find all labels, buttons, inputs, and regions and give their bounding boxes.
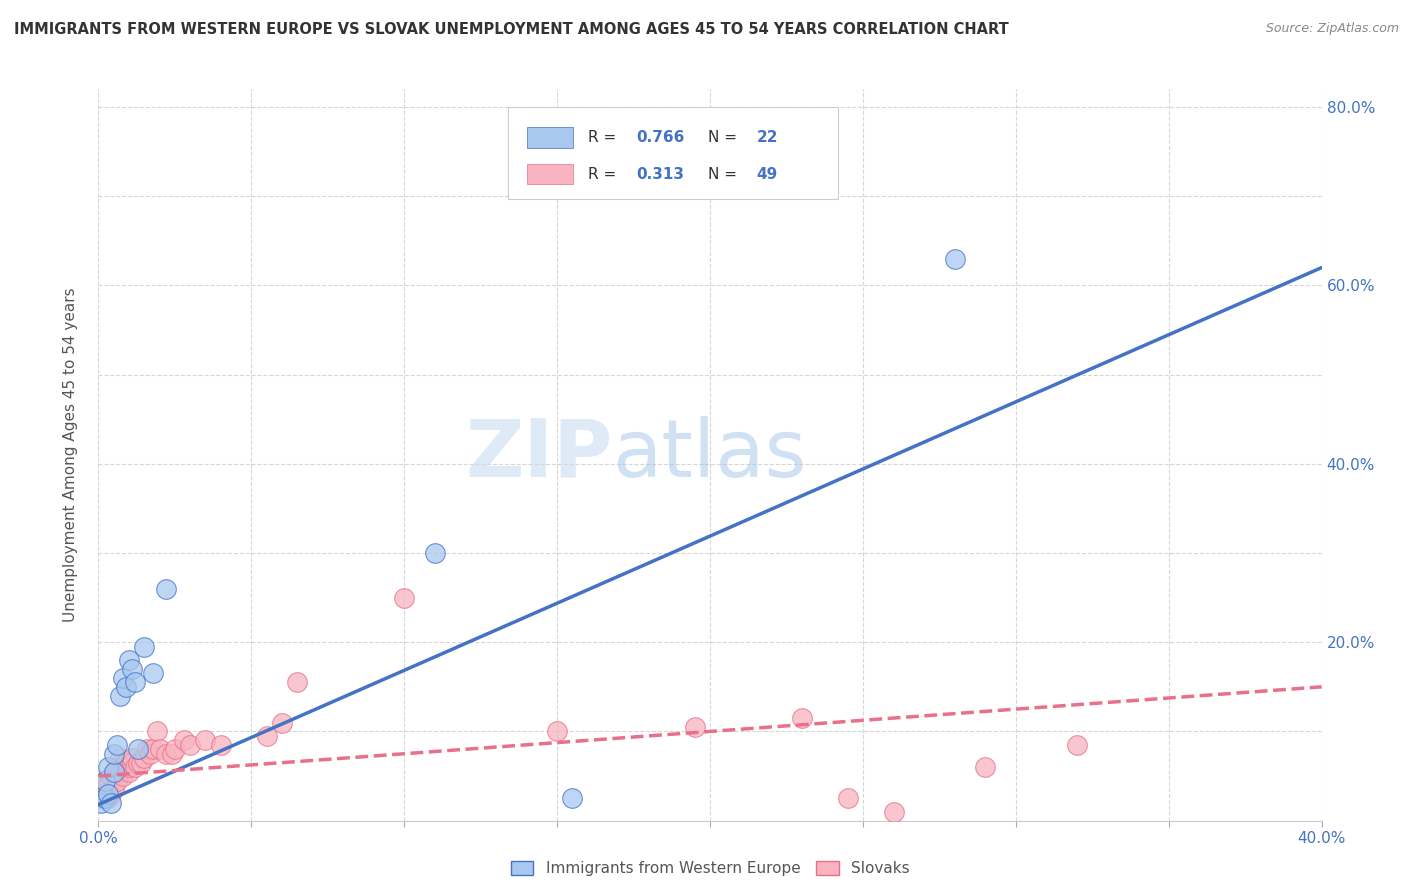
- Point: [142, 666, 165, 681]
- Point: [683, 720, 706, 734]
- Point: [97, 778, 120, 792]
- Point: [124, 675, 146, 690]
- Text: atlas: atlas: [612, 416, 807, 494]
- Text: 49: 49: [756, 167, 778, 182]
- Text: 0.766: 0.766: [637, 130, 685, 145]
- Bar: [527, 164, 574, 185]
- Point: [1066, 738, 1088, 752]
- Point: [837, 791, 859, 805]
- Point: [100, 796, 122, 810]
- Point: [134, 640, 156, 654]
- Point: [134, 751, 156, 765]
- FancyBboxPatch shape: [508, 108, 838, 199]
- Point: [103, 747, 125, 761]
- Point: [423, 546, 446, 560]
- Point: [93, 787, 115, 801]
- Point: [127, 742, 149, 756]
- Point: [111, 671, 134, 685]
- Text: 0.313: 0.313: [637, 167, 685, 182]
- Text: ZIP: ZIP: [465, 416, 612, 494]
- Point: [100, 769, 122, 783]
- Text: R =: R =: [588, 130, 621, 145]
- Text: N =: N =: [707, 130, 741, 145]
- Point: [285, 675, 308, 690]
- Point: [155, 747, 177, 761]
- Bar: [527, 128, 574, 148]
- Point: [90, 791, 112, 805]
- Point: [160, 747, 183, 761]
- Point: [121, 751, 143, 765]
- Point: [115, 756, 138, 770]
- Point: [179, 738, 201, 752]
- Point: [103, 782, 125, 797]
- Point: [139, 747, 162, 761]
- Point: [108, 751, 131, 765]
- Point: [97, 791, 120, 805]
- Point: [129, 756, 152, 770]
- Legend: Immigrants from Western Europe, Slovaks: Immigrants from Western Europe, Slovaks: [505, 855, 915, 882]
- Point: [90, 796, 112, 810]
- Point: [111, 769, 134, 783]
- Point: [270, 715, 292, 730]
- Point: [105, 738, 128, 752]
- Y-axis label: Unemployment Among Ages 45 to 54 years: Unemployment Among Ages 45 to 54 years: [63, 287, 77, 623]
- Point: [115, 760, 138, 774]
- Point: [93, 773, 115, 788]
- Point: [118, 760, 141, 774]
- Point: [121, 662, 143, 676]
- Point: [108, 689, 131, 703]
- Text: R =: R =: [588, 167, 621, 182]
- Point: [90, 782, 112, 797]
- Point: [173, 733, 195, 747]
- Point: [121, 756, 143, 770]
- Text: 22: 22: [756, 130, 778, 145]
- Point: [124, 760, 146, 774]
- Point: [100, 787, 122, 801]
- Point: [103, 764, 125, 779]
- Point: [149, 742, 172, 756]
- Point: [546, 724, 568, 739]
- Point: [108, 764, 131, 779]
- Point: [136, 742, 159, 756]
- Point: [93, 791, 115, 805]
- Point: [97, 760, 120, 774]
- Text: N =: N =: [707, 167, 741, 182]
- Point: [392, 591, 416, 605]
- Point: [115, 680, 138, 694]
- Point: [943, 252, 966, 266]
- Point: [118, 653, 141, 667]
- Text: IMMIGRANTS FROM WESTERN EUROPE VS SLOVAK UNEMPLOYMENT AMONG AGES 45 TO 54 YEARS : IMMIGRANTS FROM WESTERN EUROPE VS SLOVAK…: [14, 22, 1010, 37]
- Point: [155, 582, 177, 596]
- Point: [118, 764, 141, 779]
- Point: [145, 724, 167, 739]
- Point: [209, 738, 232, 752]
- Point: [194, 733, 217, 747]
- Point: [105, 760, 128, 774]
- Point: [561, 791, 583, 805]
- Point: [142, 742, 165, 756]
- Point: [974, 760, 997, 774]
- Point: [790, 711, 813, 725]
- Point: [127, 756, 149, 770]
- Text: Source: ZipAtlas.com: Source: ZipAtlas.com: [1265, 22, 1399, 36]
- Point: [105, 773, 128, 788]
- Point: [256, 729, 278, 743]
- Point: [883, 805, 905, 819]
- Point: [103, 764, 125, 779]
- Point: [97, 787, 120, 801]
- Point: [163, 742, 186, 756]
- Point: [93, 773, 115, 788]
- Point: [111, 760, 134, 774]
